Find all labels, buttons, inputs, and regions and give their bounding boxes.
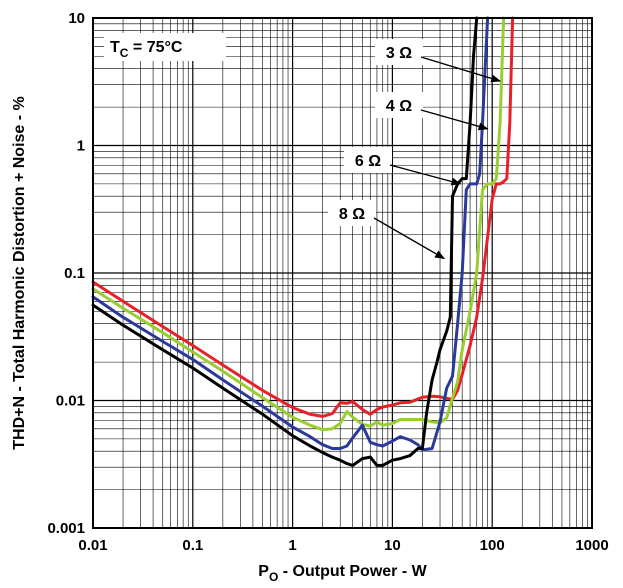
resistance-label-box [328, 200, 376, 226]
y-tick-label: 1 [77, 138, 85, 155]
y-tick-label: 0.001 [47, 520, 85, 537]
plot-frame [92, 17, 593, 529]
x-axis-label-sub: O [269, 570, 278, 584]
resistance-label-box [375, 92, 423, 118]
x-tick-label: 10 [384, 537, 401, 554]
condition-main: T [110, 39, 120, 56]
x-tick-label: 1000 [575, 537, 608, 554]
resistance-label: 8 Ω [339, 206, 365, 223]
y-tick-label: 0.1 [64, 265, 85, 282]
x-tick-label: 0.01 [78, 537, 107, 554]
resistance-label: 3 Ω [386, 45, 412, 62]
y-tick-label: 10 [68, 10, 85, 27]
grid [92, 18, 592, 529]
annotation-arrow [420, 56, 502, 83]
series-line-4 [91, 16, 479, 467]
x-tick-label: 100 [480, 537, 505, 554]
x-tick-labels: 0.01 0.1 1 10 100 1000 [78, 537, 608, 554]
series-line-3 [91, 16, 490, 452]
series-line-2 [91, 16, 506, 432]
x-tick-label: 1 [288, 537, 296, 554]
x-tick-label: 0.1 [182, 537, 203, 554]
annotation-arrow [420, 109, 489, 131]
condition-rest: = 75°C [128, 39, 182, 56]
annotation-arrow [373, 217, 446, 260]
x-axis-label-rest: - Output Power - W [278, 563, 427, 580]
series-layer [91, 16, 515, 467]
resistance-label: 6 Ω [355, 153, 381, 170]
annotations: 3 Ω 4 Ω 6 Ω 8 Ω [328, 39, 502, 260]
resistance-label: 4 Ω [386, 98, 412, 115]
resistance-label-box [375, 39, 423, 65]
series-line-1 [91, 16, 515, 418]
resistance-label-box [344, 147, 392, 173]
condition-label: TC = 75°C [110, 39, 183, 60]
condition-box [104, 33, 226, 61]
x-axis-label: PO - Output Power - W [258, 563, 427, 584]
y-axis-label: THD+N - Total Harmonic Distortion + Nois… [11, 96, 28, 450]
x-axis-label-main: P [258, 563, 269, 580]
y-tick-labels: 0.001 0.01 0.1 1 10 [47, 10, 85, 537]
condition-sub: C [120, 46, 129, 60]
annotation-arrow [389, 164, 462, 186]
y-tick-label: 0.01 [56, 393, 85, 410]
